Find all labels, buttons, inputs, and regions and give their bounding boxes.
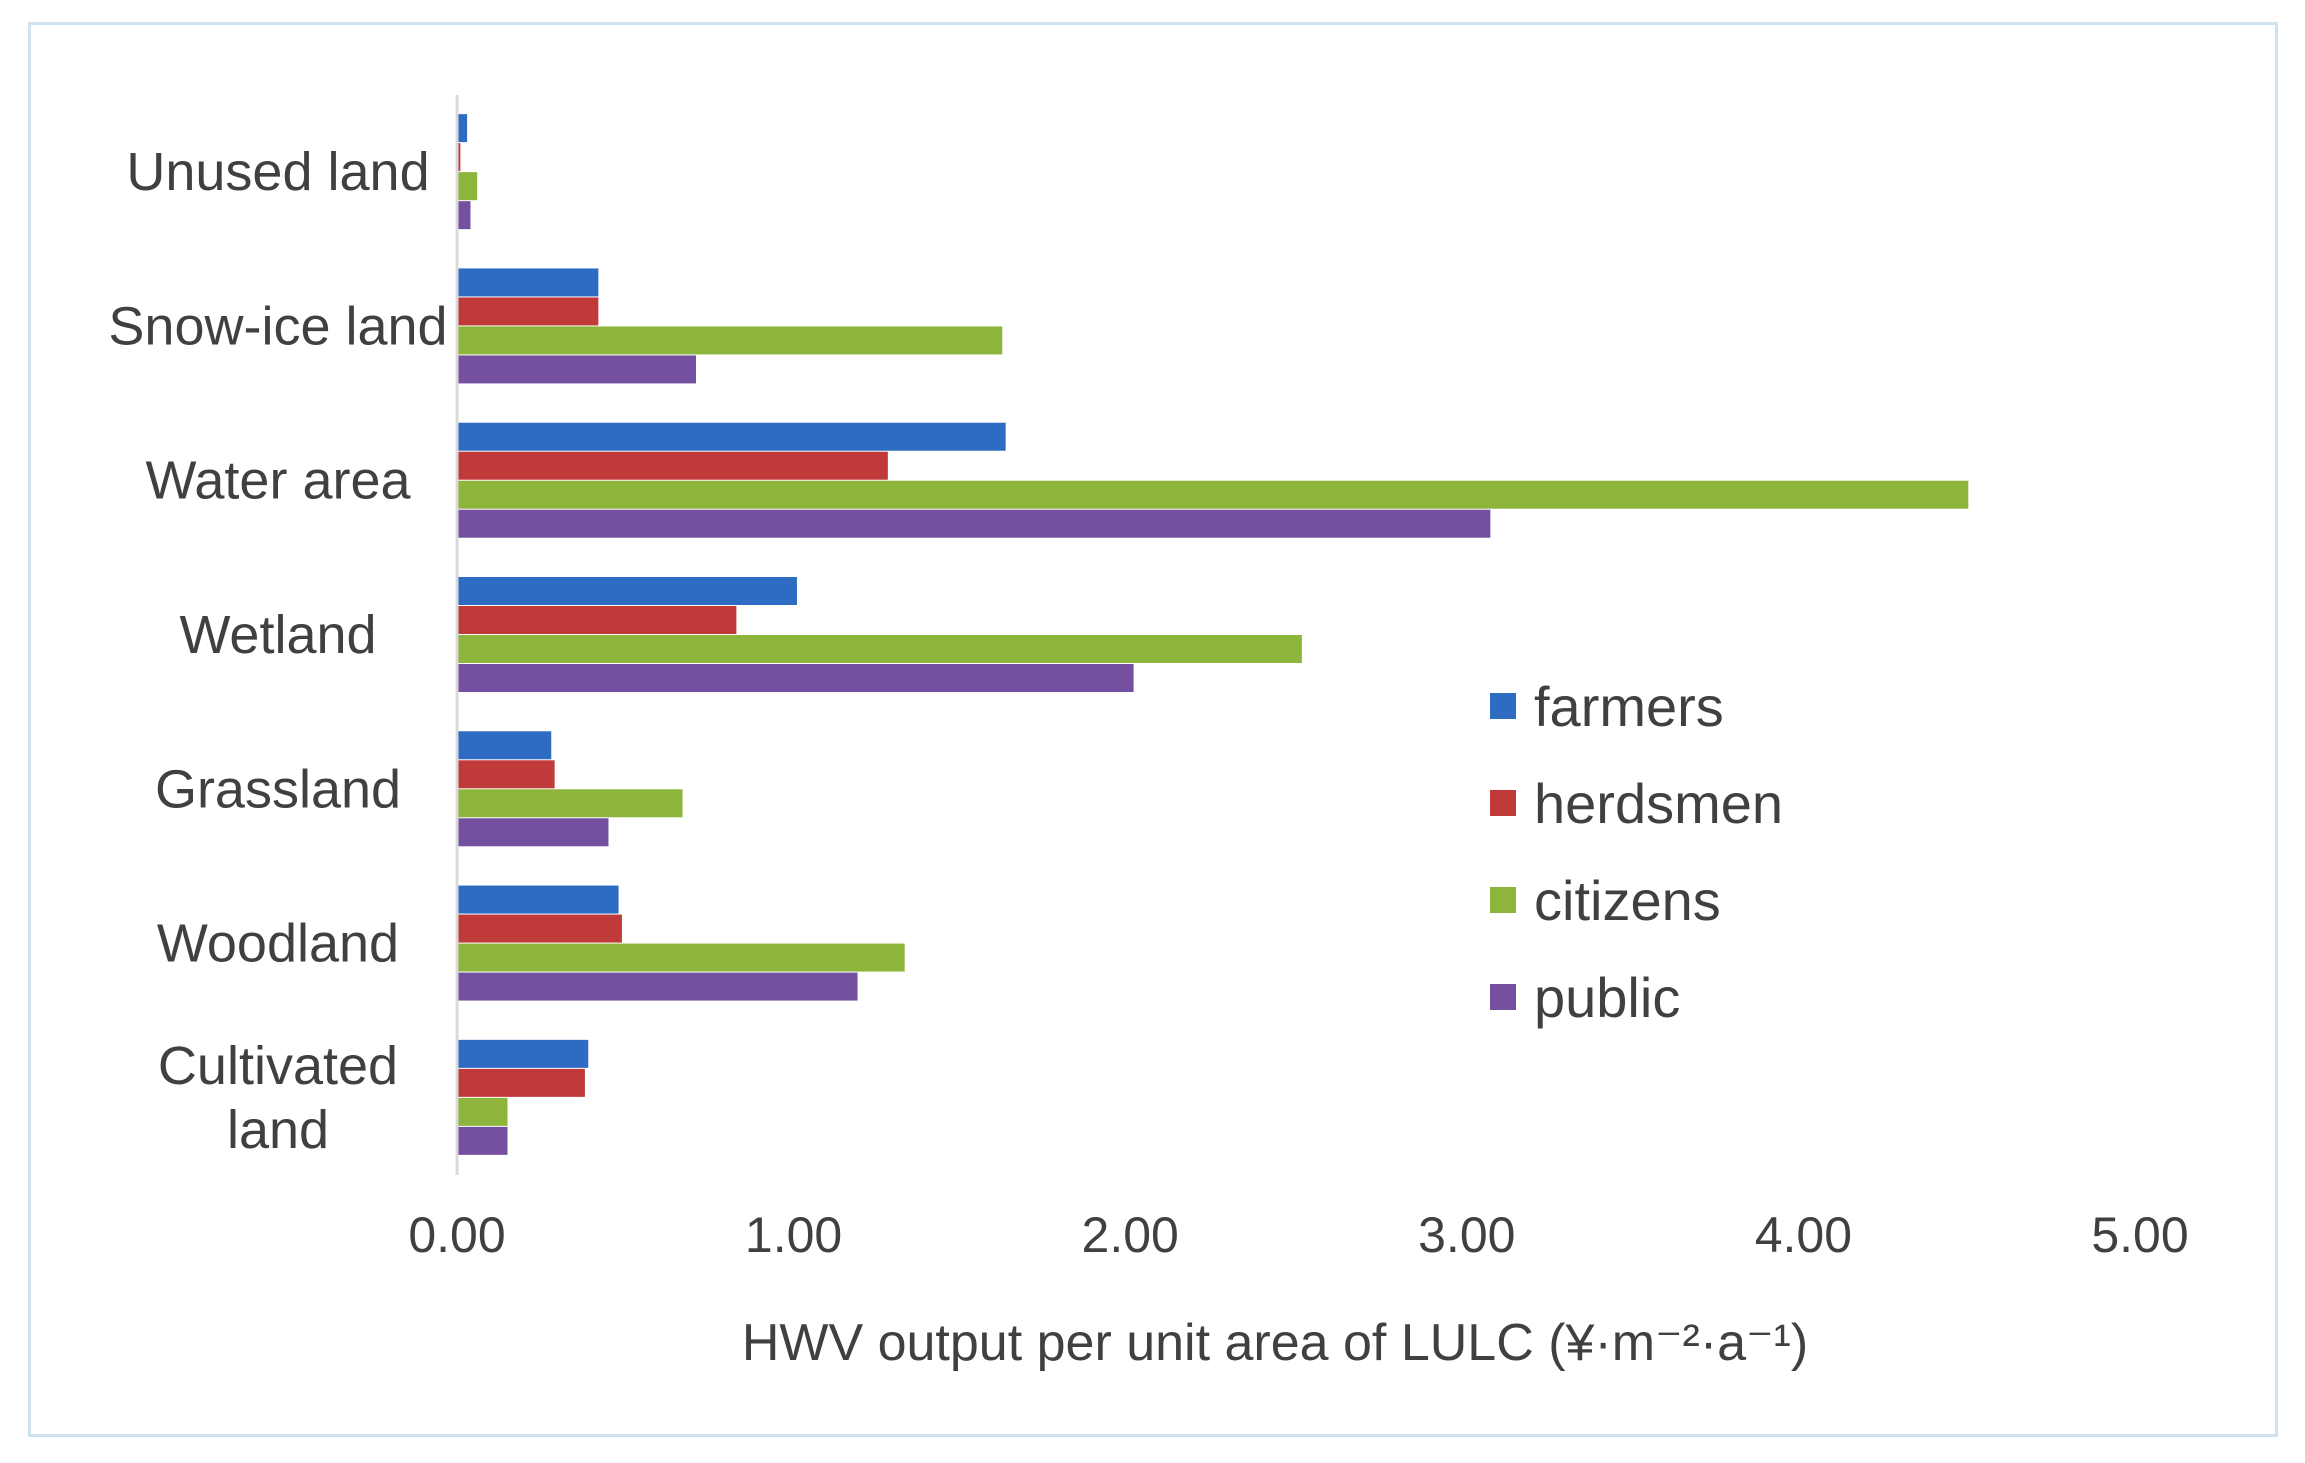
category-label-3: Wetland [179,605,376,665]
bar-public-6 [457,201,471,230]
category-label-0: Cultivated land [158,1036,398,1160]
bar-citizens-5 [457,326,1003,355]
category-label-5: Snow-ice land [108,296,447,356]
category-label-2: Grassland [155,759,401,819]
bar-public-1 [457,972,858,1001]
bar-public-4 [457,509,1491,538]
bar-herdsmen-4 [457,451,888,480]
x-tick-labels: 0.00 1.00 2.00 3.00 4.00 5.00 [408,1207,2188,1263]
category-label-line: Cultivated [158,1036,398,1096]
category-label-line: Water area [145,451,411,511]
bar-herdsmen-6 [457,143,461,172]
bar-herdsmen-2 [457,760,555,789]
category-label-line: Woodland [157,914,399,974]
legend-swatch-public [1490,984,1516,1010]
x-tick-label-0: 0.00 [408,1207,505,1263]
legend-label-herdsmen: herdsmen [1534,772,1783,835]
bar-herdsmen-5 [457,297,599,326]
category-label-line: Snow-ice land [108,296,447,356]
bar-public-0 [457,1126,508,1155]
bar-citizens-1 [457,943,905,972]
bar-public-3 [457,664,1134,692]
legend-label-farmers: farmers [1534,675,1724,738]
bar-farmers-0 [457,1039,589,1068]
bar-herdsmen-0 [457,1068,585,1097]
bar-farmers-3 [457,577,797,605]
bar-farmers-6 [457,114,468,143]
legend-swatch-farmers [1490,693,1516,719]
legend-label-public: public [1534,966,1680,1029]
category-label-1: Woodland [157,914,399,974]
bar-public-5 [457,355,696,384]
bar-farmers-1 [457,885,619,914]
bar-citizens-4 [457,480,1969,509]
category-labels: Cultivated land Woodland Grassland Wetland Wa… [108,142,447,1160]
category-label-6: Unused land [126,142,429,202]
category-label-line: Wetland [179,605,376,665]
legend-swatch-herdsmen [1490,790,1516,816]
category-label-line: land [227,1100,329,1160]
category-label-4: Water area [145,451,411,511]
category-label-line: Unused land [126,142,429,202]
x-axis-title: HWV output per unit area of LULC (¥·m⁻²·… [742,1314,1808,1372]
bar-citizens-0 [457,1097,508,1126]
bar-citizens-3 [457,635,1302,663]
bar-herdsmen-1 [457,914,622,943]
x-tick-label-5: 5.00 [2091,1207,2188,1263]
category-label-line: Grassland [155,759,401,819]
legend: farmers herdsmen citizens public [1490,675,1783,1029]
legend-swatch-citizens [1490,887,1516,913]
bar-citizens-2 [457,789,683,818]
bar-herdsmen-3 [457,606,737,634]
bar-farmers-2 [457,731,552,760]
x-tick-label-1: 1.00 [745,1207,842,1263]
bar-public-2 [457,818,609,847]
legend-label-citizens: citizens [1534,869,1721,932]
x-tick-label-2: 2.00 [1082,1207,1179,1263]
bar-farmers-5 [457,268,599,297]
x-tick-label-4: 4.00 [1755,1207,1852,1263]
bars-group [457,114,1969,1155]
chart-frame [28,22,2278,1437]
x-tick-label-3: 3.00 [1418,1207,1515,1263]
bar-farmers-4 [457,422,1006,451]
bar-citizens-6 [457,172,478,201]
